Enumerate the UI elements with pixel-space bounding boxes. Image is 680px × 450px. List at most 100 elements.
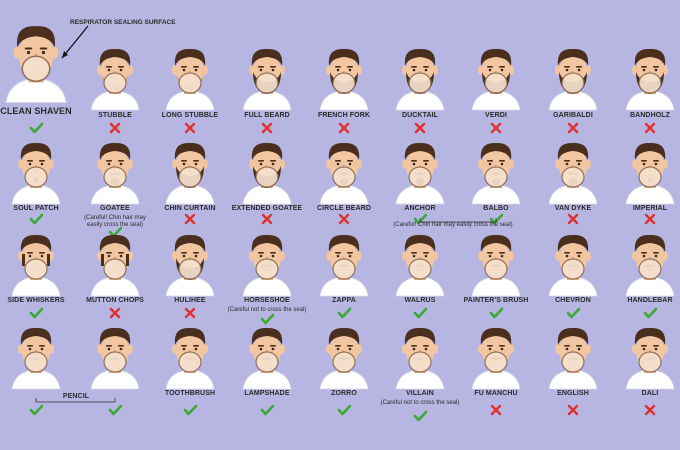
imperial-label: IMPERIAL: [632, 205, 668, 212]
chevron-checkmark-icon: [566, 307, 581, 319]
clean-shaven-checkmark-icon: [29, 122, 44, 134]
zappa-face: [319, 234, 369, 297]
english-cross-icon: [567, 404, 579, 416]
walrus-face: [395, 234, 445, 297]
chevron-label: CHEVRON: [555, 297, 591, 304]
imperial-cross-icon: [644, 213, 656, 225]
handlebar-label: HANDLEBAR: [627, 297, 673, 304]
stubble-label: STUBBLE: [98, 112, 132, 119]
handlebar-face: [625, 234, 675, 297]
garibaldi-face: [548, 48, 598, 111]
goatee-checkmark-icon: [108, 226, 123, 238]
toothbrush-face: [165, 327, 215, 390]
side-whiskers-face: [11, 234, 61, 297]
circle-beard-face: [319, 142, 369, 205]
side-whiskers-checkmark-icon: [29, 307, 44, 319]
mutton-chops-label: MUTTON CHOPS: [86, 297, 144, 304]
hulihee-cross-icon: [184, 307, 196, 319]
anchor-label: ANCHOR: [404, 205, 436, 212]
dali-label: DALI: [641, 390, 659, 397]
pencil-0-face: [11, 327, 61, 390]
clean-shaven-label: CLEAN SHAVEN: [0, 106, 72, 116]
painter-s-brush-face: [471, 234, 521, 297]
mutton-chops-cross-icon: [109, 307, 121, 319]
anchor-checkmark-icon: [413, 213, 428, 225]
walrus-checkmark-icon: [413, 307, 428, 319]
chin-curtain-label: CHIN CURTAIN: [164, 205, 216, 212]
pencil-1-face: [90, 327, 140, 390]
garibaldi-cross-icon: [567, 122, 579, 134]
french-fork-label: FRENCH FORK: [317, 112, 371, 119]
van-dyke-cross-icon: [567, 213, 579, 225]
anchor-face: [395, 142, 445, 205]
side-whiskers-label: SIDE WHISKERS: [7, 297, 65, 304]
ducktail-label: DUCKTAIL: [401, 112, 439, 119]
anchor-balbo-bracket: [419, 218, 497, 223]
horseshoe-label: HORSESHOE: [244, 297, 290, 304]
van-dyke-face: [548, 142, 598, 205]
painter-s-brush-checkmark-icon: [489, 307, 504, 319]
english-label: ENGLISH: [557, 390, 589, 397]
verdi-label: VERDI: [485, 112, 507, 119]
pencil-label: PENCIL: [62, 393, 90, 400]
full-beard-label: FULL BEARD: [244, 112, 290, 119]
hulihee-label: HULIHEE: [174, 297, 206, 304]
mutton-chops-face: [90, 234, 140, 297]
fu-manchu-face: [471, 327, 521, 390]
horseshoe-checkmark-icon: [260, 313, 275, 325]
long-stubble-label: LONG STUBBLE: [161, 112, 219, 119]
pencil-bracket: [35, 398, 116, 403]
zappa-label: ZAPPA: [332, 297, 356, 304]
horseshoe-note: (Careful not to cross the seal): [227, 307, 307, 313]
long-stubble-face: [165, 48, 215, 111]
stubble-face: [90, 48, 140, 111]
circle-beard-label: CIRCLE BEARD: [316, 205, 372, 212]
toothbrush-label: TOOTHBRUSH: [164, 390, 216, 397]
fu-manchu-cross-icon: [490, 404, 502, 416]
soul-patch-checkmark-icon: [29, 213, 44, 225]
extended-goatee-label: EXTENDED GOATEE: [231, 205, 303, 212]
chin-curtain-face: [165, 142, 215, 205]
balbo-label: BALBO: [483, 205, 509, 212]
full-beard-cross-icon: [261, 122, 273, 134]
fu-manchu-label: FU MANCHU: [474, 390, 518, 397]
zappa-checkmark-icon: [337, 307, 352, 319]
garibaldi-label: GARIBALDI: [553, 112, 593, 119]
chevron-face: [548, 234, 598, 297]
chin-curtain-cross-icon: [184, 213, 196, 225]
circle-beard-cross-icon: [338, 213, 350, 225]
dali-cross-icon: [644, 404, 656, 416]
full-beard-face: [242, 48, 292, 111]
toothbrush-checkmark-icon: [183, 404, 198, 416]
extended-goatee-face: [242, 142, 292, 205]
zorro-checkmark-icon: [337, 404, 352, 416]
zorro-face: [319, 327, 369, 390]
pencil-0-checkmark-icon: [29, 404, 44, 416]
anchor-balbo-note: (Careful! Chin hair may easily cross the…: [393, 222, 513, 228]
bandholz-face: [625, 48, 675, 111]
lampshade-face: [242, 327, 292, 390]
ducktail-cross-icon: [414, 122, 426, 134]
goatee-note: (Careful! Chin hair may easily cross the…: [84, 215, 146, 228]
english-face: [548, 327, 598, 390]
pointer-arrowhead-icon: [62, 51, 68, 58]
villain-label: VILLAIN: [406, 390, 434, 397]
imperial-face: [625, 142, 675, 205]
goatee-label: GOATEE: [100, 205, 130, 212]
extended-goatee-cross-icon: [261, 213, 273, 225]
balbo-face: [471, 142, 521, 205]
soul-patch-label: SOUL PATCH: [13, 205, 59, 212]
ducktail-face: [395, 48, 445, 111]
verdi-cross-icon: [490, 122, 502, 134]
bandholz-cross-icon: [644, 122, 656, 134]
stubble-cross-icon: [109, 122, 121, 134]
long-stubble-cross-icon: [184, 122, 196, 134]
french-fork-cross-icon: [338, 122, 350, 134]
verdi-face: [471, 48, 521, 111]
soul-patch-face: [11, 142, 61, 205]
walrus-label: WALRUS: [404, 297, 436, 304]
villain-note: (Careful not to cross the seal): [380, 400, 460, 406]
pointer-arrow-icon: [61, 25, 89, 59]
